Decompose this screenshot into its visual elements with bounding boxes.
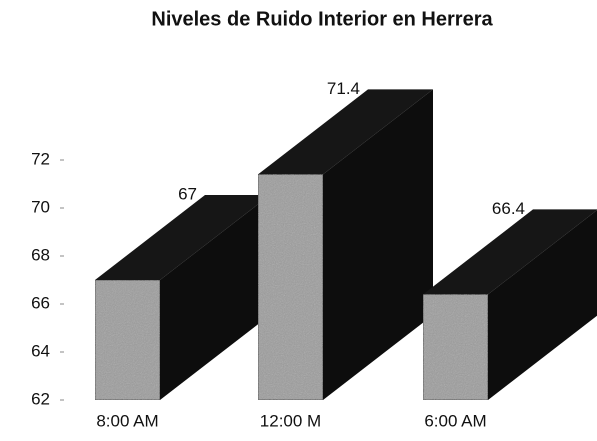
- y-tick-label: 66: [31, 293, 50, 312]
- y-tick-label: 68: [31, 245, 50, 264]
- bar-top: [258, 89, 433, 175]
- bar: [94, 195, 270, 401]
- bar-side: [160, 195, 270, 400]
- bar-side: [488, 210, 597, 400]
- y-tick-label: 70: [31, 197, 50, 216]
- y-tick-label: 72: [31, 149, 50, 168]
- bar-side: [323, 89, 433, 401]
- value-label: 71.4: [327, 79, 360, 98]
- bar-front: [422, 293, 489, 401]
- bar: [422, 209, 597, 401]
- x-tick-label: 6:00 AM: [424, 411, 486, 430]
- bar-top: [423, 209, 597, 295]
- y-tick-label: 64: [31, 341, 50, 360]
- chart-title: Niveles de Ruido Interior en Herrera: [151, 8, 493, 30]
- bar: [257, 89, 433, 401]
- bar-top: [95, 195, 270, 280]
- bar-front: [94, 279, 161, 401]
- bar-front: [257, 173, 324, 401]
- y-tick-label: 62: [31, 389, 50, 408]
- value-label: 66.4: [492, 199, 525, 218]
- x-tick-label: 8:00 AM: [96, 411, 158, 430]
- x-tick-label: 12:00 M: [260, 411, 321, 430]
- value-label: 67: [178, 184, 197, 203]
